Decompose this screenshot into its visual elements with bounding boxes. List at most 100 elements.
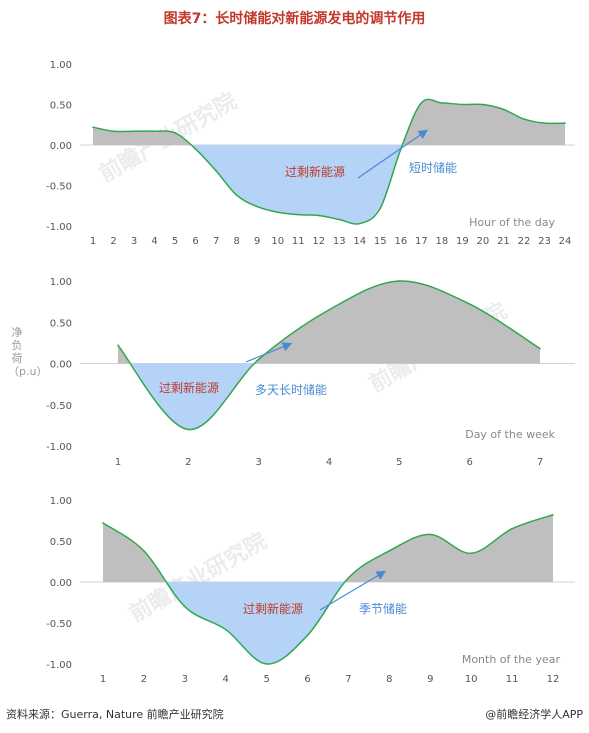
x-tick-label: 2 (110, 236, 116, 247)
x-tick-label: 1 (115, 457, 121, 468)
x-tick-label: 1 (100, 674, 106, 685)
x-tick-label: 15 (374, 236, 387, 247)
source-note: 资料来源：Guerra, Nature 前瞻产业研究院 (6, 708, 224, 721)
x-tick-label: 9 (427, 674, 433, 685)
x-tick-label: 12 (547, 674, 560, 685)
x-tick-label: 24 (559, 236, 572, 247)
x-tick-label: 7 (537, 457, 543, 468)
brand-note: @前瞻经济学人APP (485, 708, 583, 721)
y-tick-label: -1.00 (46, 442, 72, 453)
data-point (388, 550, 391, 552)
data-point (256, 205, 258, 208)
x-tick-label: 14 (353, 236, 366, 247)
x-tick-label: 8 (233, 236, 239, 247)
data-point (564, 122, 566, 124)
x-tick-label: 16 (394, 236, 407, 247)
data-point (265, 663, 268, 665)
y-axis-label: 净负荷（p.u） (8, 326, 48, 378)
data-point (379, 207, 382, 209)
positive-area (93, 99, 565, 145)
data-point (468, 303, 471, 305)
x-tick-label: 4 (223, 674, 229, 685)
y-tick-label: -1.00 (46, 660, 72, 671)
x-tick-label: 6 (192, 236, 198, 247)
data-point (143, 550, 145, 552)
data-point (539, 347, 541, 350)
data-point (429, 533, 432, 536)
negative-area (118, 363, 540, 430)
x-tick-label: 2 (141, 674, 147, 685)
x-tick-label: 7 (213, 236, 219, 247)
y-tick-label: 0.00 (50, 578, 72, 589)
x-tick-label: 11 (506, 674, 519, 685)
data-point (420, 102, 423, 104)
positive-area (118, 280, 540, 364)
data-point (215, 170, 217, 172)
y-tick-label: -0.50 (46, 619, 72, 630)
y-tick-label: 0.00 (50, 141, 72, 152)
data-point (297, 213, 300, 216)
data-point (470, 552, 472, 555)
data-point (347, 577, 350, 579)
x-tick-label: 8 (386, 674, 392, 685)
data-point (502, 108, 505, 111)
x-tick-label: 5 (172, 236, 178, 247)
data-point (461, 103, 464, 106)
x-tick-label: 10 (465, 674, 478, 685)
annotation-arrow (357, 129, 428, 179)
x-tick-label: 3 (131, 236, 137, 247)
x-tick-label: 17 (415, 236, 428, 247)
y-tick-label: 0.00 (50, 360, 72, 371)
annotation-surplus: 过剩新能源 (243, 601, 303, 616)
y-tick-label: -0.50 (46, 401, 72, 412)
y-tick-label: 1.00 (50, 60, 72, 71)
x-tick-label: 10 (271, 236, 284, 247)
data-point (235, 194, 238, 197)
x-tick-label: 7 (345, 674, 351, 685)
net-load-line (102, 514, 554, 665)
data-point (102, 522, 104, 524)
x-axis-title: Day of the week (465, 428, 555, 441)
data-point (187, 428, 190, 431)
y-tick-label: -0.50 (46, 182, 72, 193)
net-load-line (92, 98, 566, 225)
x-tick-label: 5 (263, 674, 269, 685)
x-tick-label: 4 (151, 236, 157, 247)
x-tick-label: 3 (182, 674, 188, 685)
x-tick-label: 5 (396, 457, 402, 468)
data-point (328, 309, 330, 311)
y-tick-label: 1.00 (50, 277, 72, 288)
data-point (398, 280, 401, 282)
x-tick-label: 18 (436, 236, 449, 247)
x-tick-label: 1 (90, 236, 96, 247)
y-tick-label: 0.50 (50, 101, 72, 112)
data-point (317, 214, 320, 217)
data-point (523, 118, 525, 120)
x-tick-label: 22 (518, 236, 531, 247)
x-tick-label: 20 (477, 236, 490, 247)
x-tick-label: 6 (466, 457, 472, 468)
data-point (194, 148, 197, 150)
data-point (306, 634, 309, 637)
x-tick-label: 13 (333, 236, 346, 247)
data-point (133, 130, 135, 133)
x-tick-label: 9 (254, 236, 260, 247)
x-axis-title: Month of the year (462, 653, 561, 666)
data-point (441, 102, 443, 104)
x-tick-label: 23 (538, 236, 551, 247)
data-point (338, 218, 341, 221)
annotation-storage: 季节储能 (359, 601, 407, 616)
x-tick-label: 4 (326, 457, 332, 468)
y-tick-label: 1.00 (50, 496, 72, 507)
chart-title: 图表7：长时储能对新能源发电的调节作用 (163, 11, 426, 27)
data-point (153, 130, 156, 133)
data-point (184, 605, 186, 608)
annotation-storage: 多天长时储能 (255, 382, 327, 397)
x-axis-title: Hour of the day (469, 216, 555, 229)
x-tick-label: 3 (255, 457, 261, 468)
annotation-arrow (319, 570, 387, 611)
data-point (112, 130, 115, 133)
negative-area (103, 582, 553, 665)
annotation-surplus: 过剩新能源 (285, 164, 345, 179)
x-tick-label: 11 (292, 236, 305, 247)
